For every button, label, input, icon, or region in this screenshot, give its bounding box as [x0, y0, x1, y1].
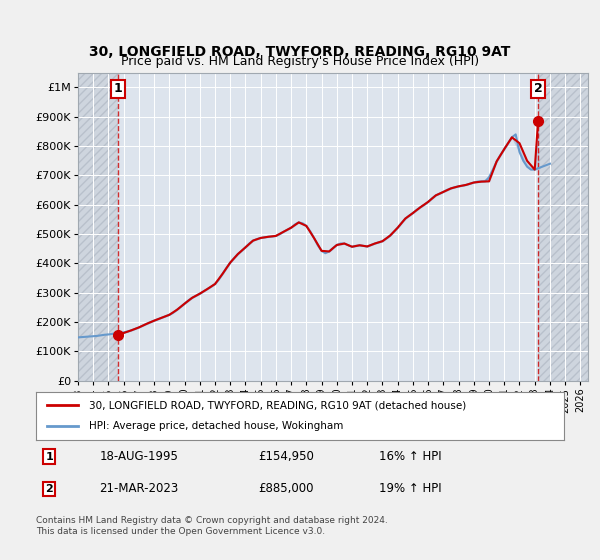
Text: 2: 2: [46, 484, 53, 494]
Text: 18-AUG-1995: 18-AUG-1995: [100, 450, 178, 463]
Bar: [78, 73, 118, 381]
Text: Contains HM Land Registry data © Crown copyright and database right 2024.
This d: Contains HM Land Registry data © Crown c…: [36, 516, 388, 536]
Text: 30, LONGFIELD ROAD, TWYFORD, READING, RG10 9AT (detached house): 30, LONGFIELD ROAD, TWYFORD, READING, RG…: [89, 400, 466, 410]
Text: 16% ↑ HPI: 16% ↑ HPI: [379, 450, 442, 463]
Text: 2: 2: [533, 82, 542, 95]
Text: Price paid vs. HM Land Registry's House Price Index (HPI): Price paid vs. HM Land Registry's House …: [121, 55, 479, 68]
Text: 1: 1: [113, 82, 122, 95]
Text: £885,000: £885,000: [258, 482, 313, 495]
Text: £154,950: £154,950: [258, 450, 314, 463]
Text: 19% ↑ HPI: 19% ↑ HPI: [379, 482, 442, 495]
Text: HPI: Average price, detached house, Wokingham: HPI: Average price, detached house, Woki…: [89, 421, 343, 431]
Bar: [538, 73, 588, 381]
Text: 30, LONGFIELD ROAD, TWYFORD, READING, RG10 9AT: 30, LONGFIELD ROAD, TWYFORD, READING, RG…: [89, 45, 511, 59]
Text: 21-MAR-2023: 21-MAR-2023: [100, 482, 179, 495]
Text: 1: 1: [46, 451, 53, 461]
